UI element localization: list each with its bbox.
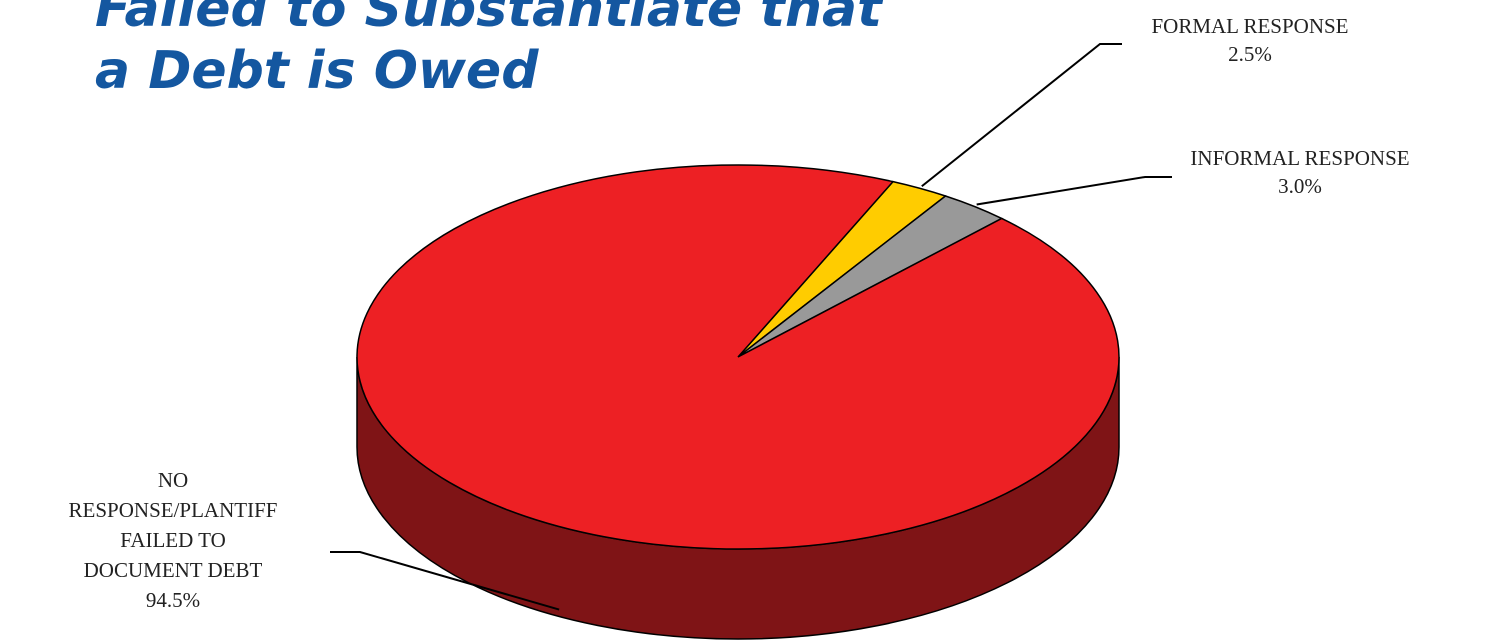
label-formal-response-name: FORMAL RESPONSE bbox=[1151, 14, 1349, 38]
label-no-response-value: 94.5% bbox=[145, 588, 201, 612]
label-formal-response-value: 2.5% bbox=[1228, 42, 1272, 66]
leader-formal-response bbox=[921, 43, 1122, 188]
label-no-response-line-2: RESPONSE/PLANTIFF bbox=[68, 498, 278, 522]
label-formal-response: FORMAL RESPONSE 2.5% bbox=[1130, 12, 1370, 68]
chart-title-line-2: a Debt is Owed bbox=[95, 41, 539, 101]
label-informal-response-name: INFORMAL RESPONSE bbox=[1190, 146, 1410, 170]
leader-lines bbox=[330, 43, 1172, 611]
label-no-response-line-3: FAILED TO bbox=[120, 528, 226, 552]
label-no-response: NO RESPONSE/PLANTIFF FAILED TO DOCUMENT … bbox=[8, 465, 338, 615]
leader-no-response bbox=[330, 551, 560, 611]
label-informal-response-value: 3.0% bbox=[1278, 174, 1322, 198]
pie-slice-0 bbox=[356, 164, 1120, 550]
label-no-response-line-4: DOCUMENT DEBT bbox=[83, 558, 263, 582]
label-no-response-line-1: NO bbox=[157, 468, 189, 492]
leader-informal-response bbox=[976, 176, 1172, 206]
label-informal-response: INFORMAL RESPONSE 3.0% bbox=[1165, 144, 1435, 200]
pie-slices bbox=[356, 164, 1120, 550]
chart-title-line-1: Failed to Substantiate that bbox=[95, 0, 883, 39]
chart-title: Failed to Substantiate that a Debt is Ow… bbox=[95, 0, 915, 102]
